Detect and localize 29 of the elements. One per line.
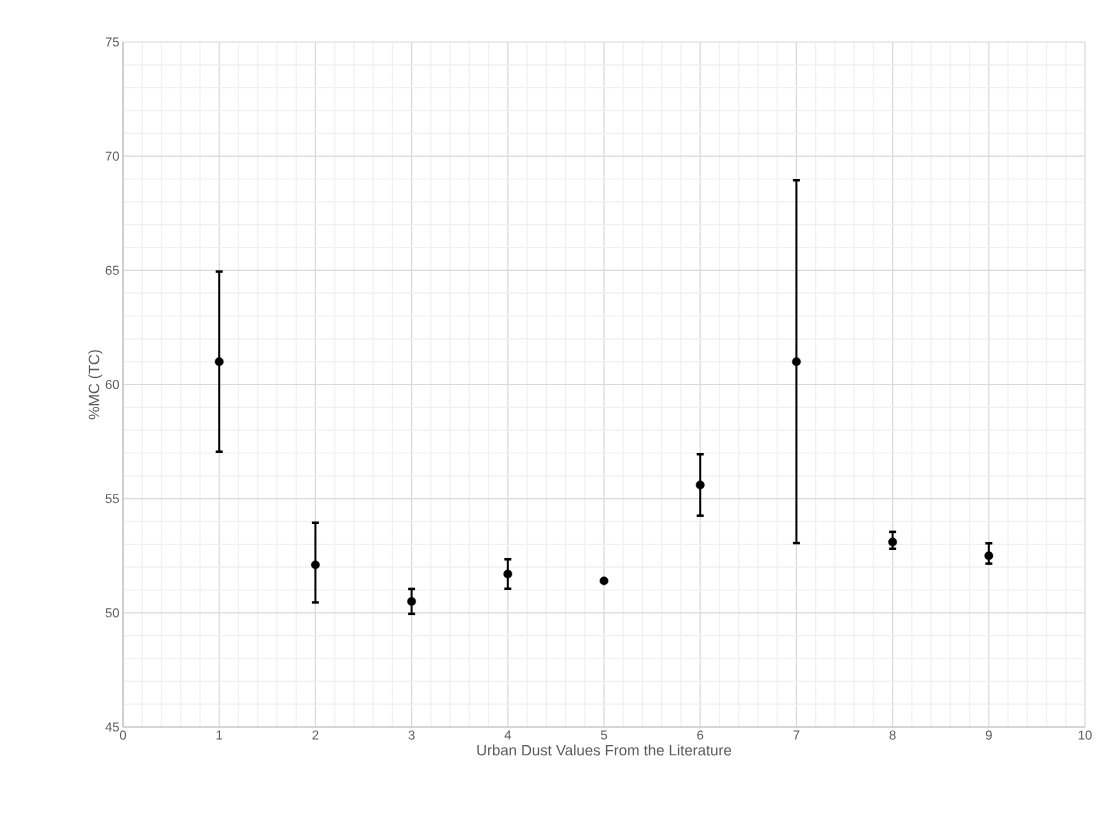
y-tick-label: 55: [105, 494, 119, 504]
x-tick-label: 6: [697, 730, 704, 740]
y-tick-label: 65: [105, 265, 119, 275]
x-tick-label: 8: [889, 730, 896, 740]
point: [311, 560, 320, 570]
y-axis-title: %MC (TC): [88, 350, 103, 420]
point: [792, 357, 801, 367]
y-tick-label: 45: [105, 722, 119, 732]
x-tick-label: 4: [504, 730, 512, 740]
x-axis-title: Urban Dust Values From the Literature: [477, 744, 732, 756]
point: [888, 537, 898, 547]
y-tick-label: 75: [105, 37, 119, 47]
x-tick-label: 1: [216, 730, 223, 740]
point: [695, 480, 705, 490]
point: [599, 576, 609, 586]
x-tick-label: 0: [119, 730, 127, 740]
x-tick-label: 7: [793, 730, 800, 740]
point: [503, 569, 513, 579]
point: [407, 597, 417, 606]
y-tick-label: 60: [105, 379, 119, 390]
x-tick-label: 5: [600, 730, 608, 740]
y-tick-label: 70: [105, 151, 119, 161]
x-tick-label: 3: [408, 730, 415, 740]
x-tick-label: 10: [1078, 730, 1092, 740]
x-tick-label: 9: [985, 730, 992, 740]
point: [214, 357, 224, 367]
point: [984, 551, 994, 561]
y-tick-label: 50: [105, 608, 119, 618]
x-tick-label: 2: [312, 730, 319, 740]
